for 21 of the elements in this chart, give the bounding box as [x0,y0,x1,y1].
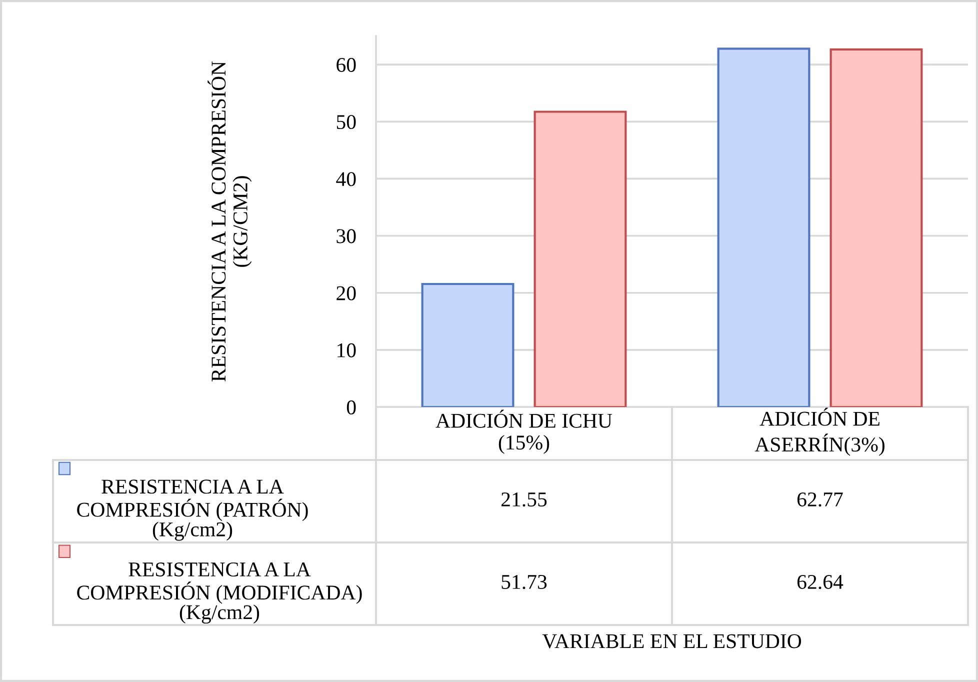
bar [421,282,514,407]
legend-label: RESISTENCIA A LA COMPRESIÓN (PATRÓN) (Kg/cm2) [77,480,308,541]
text: VARIABLE EN EL ESTUDIO [542,634,802,648]
y-tick-label: 10 [338,343,356,358]
y-tick-label: 50 [336,114,356,130]
x-tick-label: ADICIÓN DE ASERRÍN(3%) [754,408,884,456]
bar [717,48,810,407]
bar [830,48,923,407]
y-tick-label: 30 [336,229,356,244]
y-tick-label: 60 [336,58,356,72]
data-label: 62.64 [797,574,844,590]
x-tick-label: ADICIÓN DE ICHU (15%) [436,410,612,454]
y-tick-label: 0 [346,400,356,414]
bar [534,110,627,407]
y-tick-label: 20 [336,286,356,300]
y-axis-title: RESISTENCIA A LA COMPRESIÓN (KG/CM2) [208,61,252,382]
y-tick-label: 40 [336,172,356,186]
data-label: 51.73 [502,574,547,590]
data-label: 62.77 [797,492,843,507]
legend-label: RESISTENCIA A LA COMPRESIÓN (MODIFICADA) (Kg/cm2) [77,562,362,624]
data-label: 21.55 [501,492,547,507]
